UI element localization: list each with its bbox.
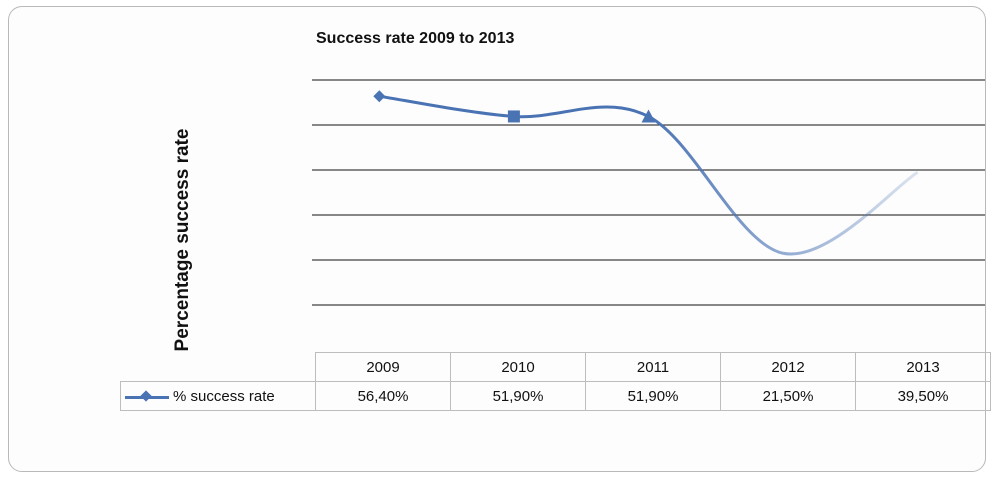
data-point-2010 xyxy=(507,110,520,123)
series-line-segment xyxy=(782,170,919,256)
legend-line-diamond-icon xyxy=(125,389,169,403)
data-point-2009 xyxy=(373,90,386,103)
category-label-2010: 2010 xyxy=(450,352,586,382)
chart-title: Success rate 2009 to 2013 xyxy=(316,30,515,47)
series-line-group xyxy=(373,90,919,256)
data-label-2011: 51,90% xyxy=(585,381,721,411)
legend-entry: % success rate xyxy=(120,381,316,411)
category-label-2013: 2013 xyxy=(855,352,991,382)
data-label-2013: 39,50% xyxy=(855,381,991,411)
data-table-value-row: % success rate 56,40% 51,90% 51,90% 21,5… xyxy=(120,381,991,411)
data-point-2011 xyxy=(641,109,656,123)
gridlines xyxy=(312,79,985,306)
data-table: 2009 2010 2011 2012 2013 % success rate … xyxy=(120,352,991,411)
legend-series-name: % success rate xyxy=(173,387,275,405)
series-line-segment xyxy=(647,115,784,255)
data-table-corner xyxy=(121,353,316,382)
data-label-2010: 51,90% xyxy=(450,381,586,411)
data-table-header-row: 2009 2010 2011 2012 2013 xyxy=(121,352,991,382)
data-label-2012: 21,50% xyxy=(720,381,856,411)
category-label-2012: 2012 xyxy=(720,352,856,382)
series-line-segment xyxy=(513,105,650,119)
data-label-2009: 56,40% xyxy=(315,381,451,411)
category-label-2009: 2009 xyxy=(315,352,451,382)
series-line-segment xyxy=(379,94,515,118)
category-label-2011: 2011 xyxy=(585,352,721,382)
